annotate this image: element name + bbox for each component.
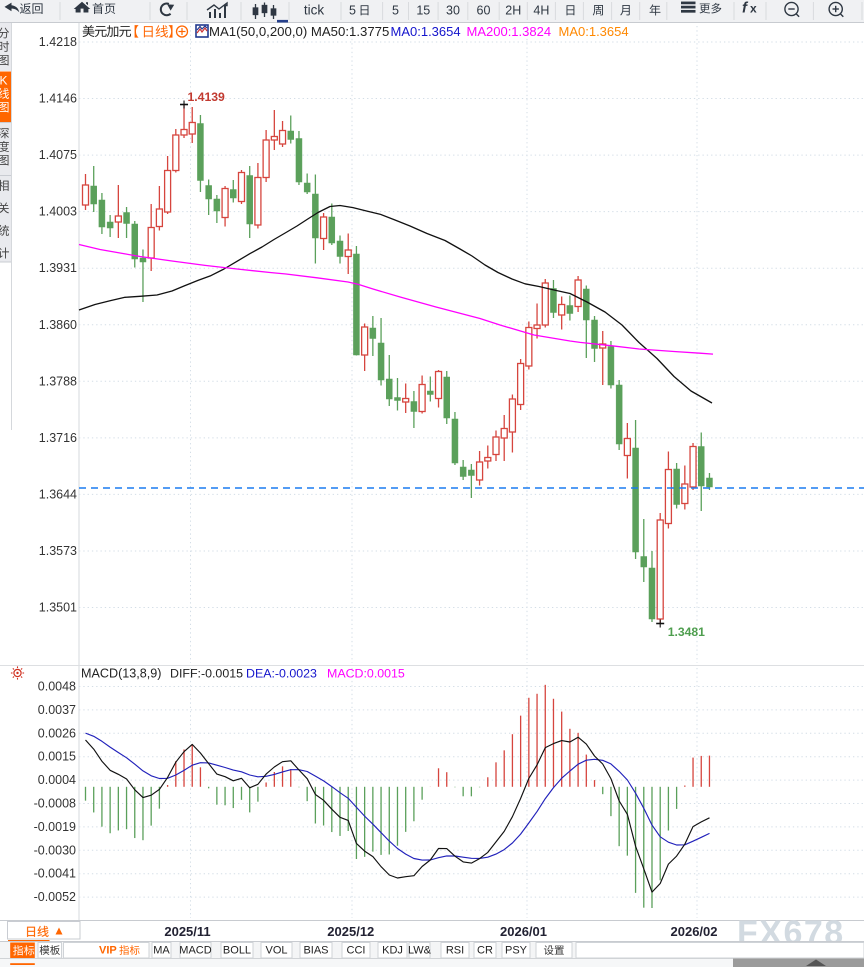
svg-text:1.3644: 1.3644 — [39, 487, 77, 501]
svg-text:CCI: CCI — [347, 945, 366, 957]
svg-text:2026/01: 2026/01 — [500, 924, 547, 939]
svg-text:DIFF:-0.0015: DIFF:-0.0015 — [170, 667, 243, 681]
svg-text:1.4139: 1.4139 — [188, 90, 225, 104]
svg-text:15: 15 — [416, 4, 430, 18]
svg-text:1.4218: 1.4218 — [39, 35, 77, 49]
svg-text:MA: MA — [153, 945, 170, 957]
svg-text:MACD: MACD — [179, 945, 211, 957]
svg-text:BIAS: BIAS — [303, 945, 328, 957]
svg-text:0.0037: 0.0037 — [38, 703, 76, 717]
svg-text:1.3573: 1.3573 — [39, 544, 77, 558]
svg-text:1.3716: 1.3716 — [39, 431, 77, 445]
svg-text:0.0048: 0.0048 — [38, 680, 76, 694]
svg-text:VIP: VIP — [99, 945, 117, 957]
svg-text:1.3788: 1.3788 — [39, 374, 77, 388]
svg-text:60: 60 — [477, 4, 491, 18]
svg-text:RSI: RSI — [446, 945, 464, 957]
svg-text:2025/12: 2025/12 — [327, 924, 374, 939]
svg-text:4H: 4H — [533, 4, 549, 18]
svg-text:-0.0052: -0.0052 — [34, 890, 76, 904]
svg-text:1.4146: 1.4146 — [39, 92, 77, 106]
svg-text:MACD(13,8,9): MACD(13,8,9) — [81, 667, 161, 681]
svg-text:f: f — [742, 0, 749, 17]
svg-text:0.0026: 0.0026 — [38, 726, 76, 740]
svg-text:0.0004: 0.0004 — [38, 773, 76, 787]
svg-text:LW&: LW& — [408, 945, 432, 957]
svg-text:-0.0019: -0.0019 — [34, 820, 76, 834]
svg-text:MACD:0.0015: MACD:0.0015 — [327, 667, 405, 681]
svg-text:PSY: PSY — [505, 945, 528, 957]
svg-text:MA0:1.3654: MA0:1.3654 — [559, 24, 629, 39]
svg-text:CR: CR — [477, 945, 493, 957]
svg-text:MA0:1.3654: MA0:1.3654 — [391, 24, 461, 39]
svg-text:2H: 2H — [505, 4, 521, 18]
svg-text:VOL: VOL — [265, 945, 287, 957]
svg-text:1.3501: 1.3501 — [39, 601, 77, 615]
svg-text:1.3931: 1.3931 — [39, 261, 77, 275]
svg-text:tick: tick — [304, 3, 325, 18]
svg-text:1.4003: 1.4003 — [39, 205, 77, 219]
svg-text:BOLL: BOLL — [223, 945, 251, 957]
svg-text:MA1(50,0,200,0) MA50:1.3775: MA1(50,0,200,0) MA50:1.3775 — [209, 24, 389, 39]
svg-text:30: 30 — [446, 4, 460, 18]
svg-text:5: 5 — [349, 4, 356, 18]
svg-text:MA200:1.3824: MA200:1.3824 — [467, 24, 552, 39]
svg-text:1.4075: 1.4075 — [39, 148, 77, 162]
svg-text:2026/02: 2026/02 — [671, 924, 718, 939]
svg-text:KDJ: KDJ — [382, 945, 403, 957]
svg-text:0.0015: 0.0015 — [38, 750, 76, 764]
svg-text:-0.0041: -0.0041 — [34, 867, 76, 881]
svg-text:-0.0008: -0.0008 — [34, 797, 76, 811]
svg-text:2025/11: 2025/11 — [164, 924, 210, 939]
svg-text:-0.0030: -0.0030 — [34, 843, 76, 857]
svg-text:1.3860: 1.3860 — [39, 318, 77, 332]
svg-text:DEA:-0.0023: DEA:-0.0023 — [246, 667, 317, 681]
svg-text:K: K — [0, 74, 8, 88]
svg-text:1.3481: 1.3481 — [668, 625, 705, 639]
svg-text:x: x — [750, 2, 757, 16]
svg-text:5: 5 — [392, 4, 399, 18]
